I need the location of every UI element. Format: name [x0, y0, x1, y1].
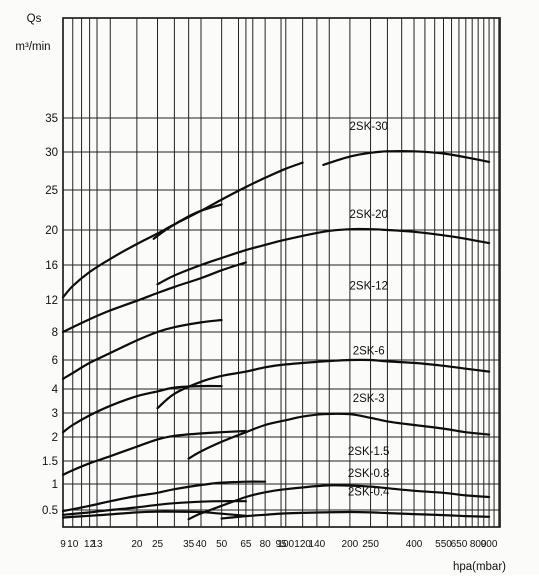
x-tick-label: 13	[91, 539, 103, 550]
series-curve	[61, 261, 247, 334]
y-axis-unit: m³/min	[15, 41, 50, 53]
series-curve	[220, 510, 491, 520]
series-label: 2SK-30	[350, 121, 388, 133]
y-tick-label: 16	[45, 260, 58, 272]
y-tick-label: 2	[52, 432, 58, 444]
x-tick-label: 40	[195, 539, 207, 550]
x-tick-label: 35	[183, 539, 195, 550]
x-tick-label: 120	[294, 539, 311, 550]
x-tick-label: 550	[435, 539, 452, 550]
series-curve	[156, 227, 491, 286]
y-tick-label: 0.5	[42, 505, 58, 517]
x-tick-label: 65	[240, 539, 252, 550]
x-tick-label: 9	[60, 539, 66, 550]
y-axis-title: Qs	[27, 13, 42, 25]
series-label: 2SK-6	[353, 345, 385, 357]
x-tick-label: 900	[481, 539, 498, 550]
series-curve	[187, 412, 491, 460]
series-label: 2SK-20	[350, 209, 388, 221]
label-layer: 2SK-30 2SK-20 2SK-12 2SK-6 2SK-3 2SK-1.5 2SK-0…	[348, 121, 390, 498]
x-tick-label: 12	[84, 539, 96, 550]
series-curve	[61, 429, 247, 476]
y-tick-label: 8	[52, 327, 58, 339]
series-curve	[61, 480, 267, 513]
x-tick-label: 200	[342, 539, 359, 550]
y-tick-label: 12	[45, 295, 58, 307]
series-curve	[156, 358, 491, 410]
series-label: 2SK-3	[353, 393, 385, 405]
axis-layer: Qs m³/min hpa(mbar) 0.5 1 1.5 2 3 4 6 8 12 16 20 25…	[15, 13, 506, 573]
y-tick-label: 1.5	[42, 456, 58, 468]
y-tick-label: 20	[45, 225, 58, 237]
x-tick-label: 20	[131, 539, 143, 550]
x-tick-label: 800	[470, 539, 487, 550]
series-label: 2SK-0.4	[348, 486, 390, 498]
x-tick-label: 140	[309, 539, 326, 550]
y-tick-label: 30	[45, 147, 58, 159]
x-tick-label: 10	[67, 539, 79, 550]
y-tick-label: 4	[52, 384, 59, 396]
y-tick-label: 25	[45, 185, 58, 197]
grid-layer	[62, 17, 501, 528]
x-tick-label: 95	[275, 539, 287, 550]
x-tick-label: 650	[451, 539, 468, 550]
curve-layer	[61, 150, 491, 521]
series-label: 2SK-0.8	[348, 468, 390, 480]
y-tick-label: 35	[45, 113, 58, 125]
series-curve	[152, 203, 223, 240]
x-tick-label: 80	[260, 539, 272, 550]
series-curve	[61, 318, 223, 380]
series-curve	[187, 484, 491, 521]
x-tick-label: 25	[152, 539, 164, 550]
x-tick-label: 50	[216, 539, 228, 550]
x-axis-title: hpa(mbar)	[453, 561, 506, 573]
series-label: 2SK-12	[350, 281, 388, 293]
series-label: 2SK-1.5	[348, 446, 390, 458]
y-tick-label: 3	[52, 408, 58, 420]
y-tick-label: 1	[52, 479, 58, 491]
series-curve	[61, 384, 223, 434]
series-curve	[322, 150, 491, 166]
series-curve	[61, 500, 247, 516]
y-tick-label: 6	[52, 355, 58, 367]
x-tick-label: 250	[362, 539, 379, 550]
x-tick-label: 100	[277, 539, 294, 550]
series-curve	[61, 510, 247, 519]
x-tick-label: 400	[406, 539, 423, 550]
